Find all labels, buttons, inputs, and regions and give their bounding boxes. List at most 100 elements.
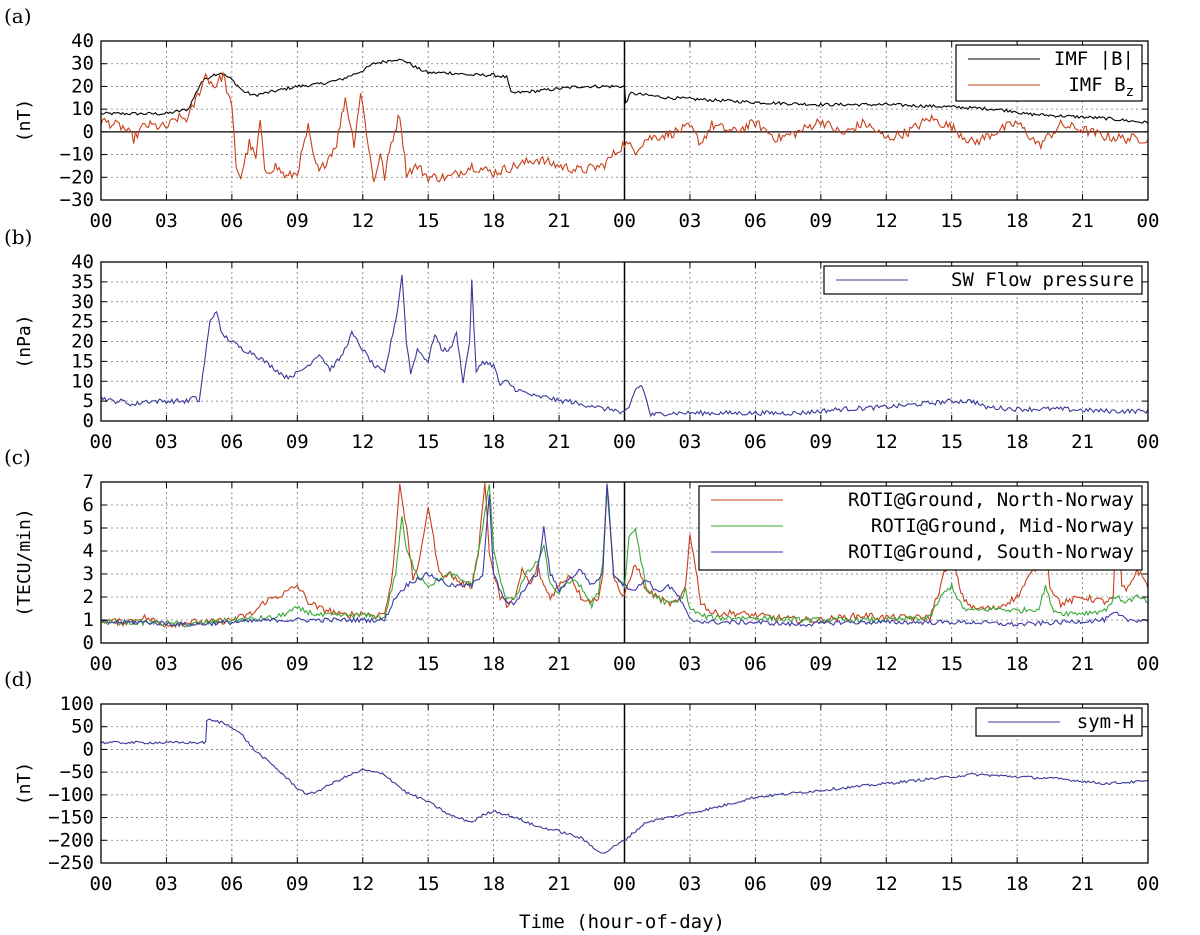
x-tick-label: 03 <box>155 873 178 895</box>
y-tick-label: 7 <box>83 471 94 493</box>
series-line-2 <box>100 70 1149 185</box>
x-tick-label: 21 <box>1071 653 1094 675</box>
x-tick-label: 15 <box>940 873 963 895</box>
series-line-2 <box>100 484 1148 628</box>
y-tick-label: −250 <box>48 852 94 874</box>
y-tick-label: 50 <box>71 716 94 738</box>
x-tick-label: 09 <box>809 431 832 453</box>
y-tick-label: 40 <box>71 30 94 52</box>
x-tick-label: 00 <box>90 653 113 675</box>
x-tick-label: 21 <box>548 431 571 453</box>
x-tick-label: 09 <box>286 653 309 675</box>
x-tick-label: 12 <box>351 653 374 675</box>
x-tick-label: 03 <box>678 873 701 895</box>
x-tick-label: 06 <box>220 431 243 453</box>
legend-label: ROTI@Ground, South-Norway <box>848 541 1134 563</box>
legend: ROTI@Ground, North-Norway ROTI@Ground, Mi… <box>698 485 1143 571</box>
panel-label: (b) <box>4 225 32 249</box>
x-tick-label: 18 <box>482 210 505 232</box>
series-line-1 <box>100 274 1149 418</box>
x-tick-label: 06 <box>744 873 767 895</box>
x-tick-label: 18 <box>1006 431 1029 453</box>
y-tick-label: 2 <box>83 586 94 608</box>
x-tick-label: 18 <box>482 653 505 675</box>
x-tick-label: 03 <box>678 431 701 453</box>
x-tick-label: 03 <box>155 431 178 453</box>
legend: sym-H <box>975 707 1143 737</box>
panel-c: 00 03 06 09 12 15 18 21 00 03 06 09 12 15 18 21 00012345… <box>4 445 1159 675</box>
x-tick-label: 12 <box>875 210 898 232</box>
x-tick-label: 06 <box>744 653 767 675</box>
y-tick-label: −30 <box>60 189 94 211</box>
legend: SW Flow pressure <box>823 265 1143 295</box>
y-tick-label: 5 <box>83 517 94 539</box>
y-tick-label: −20 <box>60 166 94 188</box>
y-tick-label: 4 <box>83 540 94 562</box>
legend: IMF |B| IMF Bz <box>955 44 1143 102</box>
x-tick-label: 00 <box>1137 873 1160 895</box>
panel-b: 00 03 06 09 12 15 18 21 00 03 06 09 12 15 18 21 00051015… <box>4 225 1159 453</box>
y-tick-label: 10 <box>71 370 94 392</box>
x-tick-label: 12 <box>351 431 374 453</box>
y-tick-label: −150 <box>48 807 94 829</box>
x-tick-label: 15 <box>940 210 963 232</box>
x-tick-label: 21 <box>1071 431 1094 453</box>
y-tick-label: −100 <box>48 784 94 806</box>
y-tick-label: 0 <box>83 632 94 654</box>
x-tick-label: 12 <box>351 210 374 232</box>
x-tick-label: 00 <box>90 431 113 453</box>
x-tick-label: 03 <box>155 653 178 675</box>
x-tick-label: 15 <box>940 431 963 453</box>
x-tick-label: 21 <box>548 653 571 675</box>
x-tick-label: 12 <box>875 873 898 895</box>
x-tick-label: 09 <box>809 873 832 895</box>
y-tick-label: 0 <box>83 121 94 143</box>
y-tick-label: 20 <box>71 331 94 353</box>
x-tick-label: 09 <box>286 873 309 895</box>
legend-label: IMF Bz <box>1068 74 1134 100</box>
x-tick-label: 18 <box>482 873 505 895</box>
x-tick-label: 00 <box>1137 210 1160 232</box>
y-tick-label: 0 <box>83 410 94 432</box>
x-tick-label: 15 <box>417 653 440 675</box>
y-tick-label: 15 <box>71 350 94 372</box>
series-line-3 <box>100 483 1149 628</box>
x-tick-label: 03 <box>678 210 701 232</box>
legend-label: IMF |B| <box>1054 48 1134 70</box>
legend-label: SW Flow pressure <box>951 269 1134 291</box>
x-tick-label: 15 <box>417 873 440 895</box>
x-tick-label: 15 <box>417 431 440 453</box>
x-tick-label: 00 <box>613 431 636 453</box>
x-tick-label: 00 <box>90 873 113 895</box>
legend-label: ROTI@Ground, Mid-Norway <box>871 515 1134 537</box>
y-tick-label: 100 <box>60 693 94 715</box>
panel-a: 00 03 06 09 12 15 18 21 00 03 06 09 12 15 18 21 00−30−20… <box>4 4 1159 232</box>
x-tick-label: 00 <box>1137 653 1160 675</box>
legend-label-subscript: z <box>1126 84 1134 100</box>
x-tick-label: 03 <box>155 210 178 232</box>
y-tick-label: 20 <box>71 75 94 97</box>
x-tick-label: 00 <box>90 210 113 232</box>
x-tick-label: 12 <box>351 873 374 895</box>
y-axis-label: (nPa) <box>14 314 35 368</box>
x-tick-label: 09 <box>809 210 832 232</box>
x-tick-label: 00 <box>613 653 636 675</box>
legend-box <box>955 44 1143 102</box>
y-axis-label: (nT) <box>14 99 35 142</box>
legend-label: ROTI@Ground, North-Norway <box>848 489 1134 511</box>
x-tick-label: 21 <box>1071 873 1094 895</box>
x-tick-label: 12 <box>875 653 898 675</box>
y-tick-label: 30 <box>71 53 94 75</box>
x-tick-label: 06 <box>220 653 243 675</box>
x-tick-label: 00 <box>1137 431 1160 453</box>
y-tick-label: 30 <box>71 291 94 313</box>
y-axis-label: (TECU/min) <box>14 508 35 616</box>
y-tick-label: 1 <box>83 609 94 631</box>
y-tick-label: 5 <box>83 390 94 412</box>
x-tick-label: 15 <box>417 210 440 232</box>
legend-label: sym-H <box>1077 711 1134 733</box>
x-tick-label: 06 <box>220 210 243 232</box>
y-tick-label: 3 <box>83 563 94 585</box>
y-tick-label: 35 <box>71 271 94 293</box>
